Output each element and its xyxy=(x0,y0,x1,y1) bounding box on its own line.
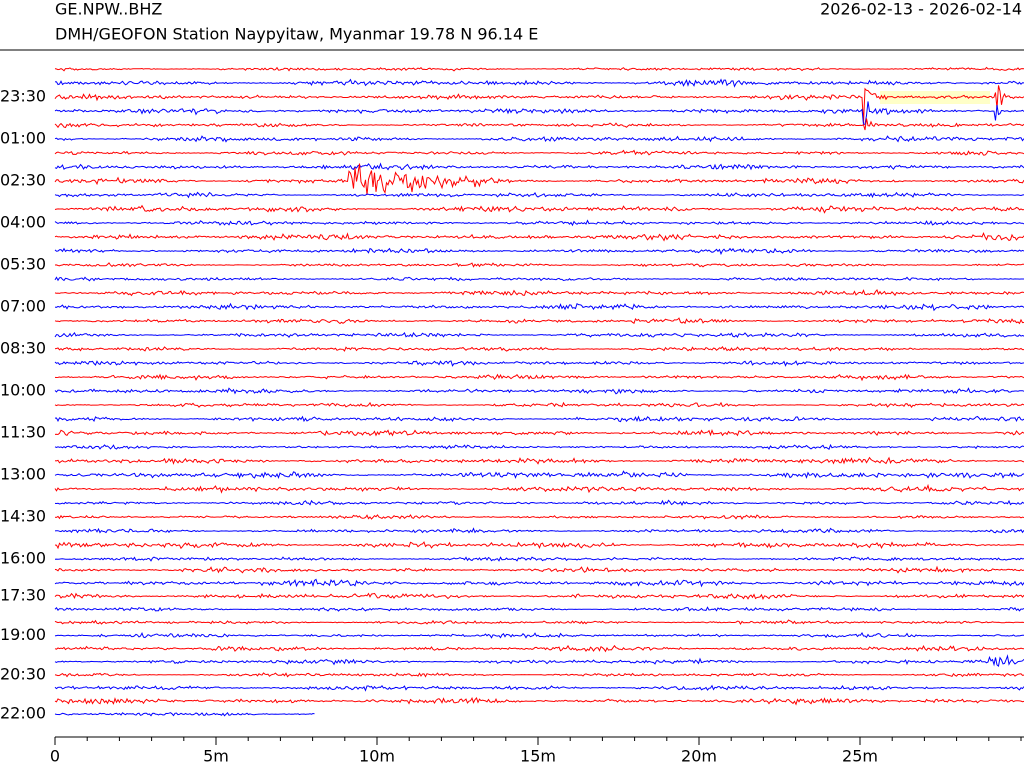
trace xyxy=(54,654,1024,668)
y-label: 04:00 xyxy=(0,213,46,232)
y-label: 20:30 xyxy=(0,664,46,683)
y-label: 01:00 xyxy=(0,129,46,148)
trace xyxy=(54,360,1024,367)
trace xyxy=(54,541,1024,550)
trace xyxy=(54,712,315,717)
y-label: 13:00 xyxy=(0,465,46,484)
y-label: 02:30 xyxy=(0,171,46,190)
trace xyxy=(54,565,1024,574)
y-label: 07:00 xyxy=(0,297,46,316)
station: GE.NPW..BHZ xyxy=(55,0,162,19)
trace xyxy=(54,78,1024,88)
x-tick-label: 20m xyxy=(681,747,717,766)
trace xyxy=(54,232,1024,242)
trace xyxy=(54,606,1024,612)
trace xyxy=(54,331,1024,339)
trace xyxy=(54,443,1024,450)
trace xyxy=(54,101,1024,125)
trace xyxy=(54,527,1024,534)
trace xyxy=(54,428,1024,437)
y-label: 05:30 xyxy=(0,255,46,274)
trace xyxy=(54,470,1024,480)
trace xyxy=(54,578,1024,588)
trace xyxy=(54,149,1024,156)
y-label: 11:30 xyxy=(0,423,46,442)
trace xyxy=(54,514,1024,520)
trace xyxy=(54,204,1024,214)
y-label: 08:30 xyxy=(0,339,46,358)
x-tick-label: 5m xyxy=(203,747,229,766)
trace xyxy=(54,191,1024,199)
description: DMH/GEOFON Station Naypyitaw, Myanmar 19… xyxy=(55,25,538,44)
trace xyxy=(54,302,1024,312)
trace xyxy=(54,684,1024,692)
x-tick-label: 0 xyxy=(50,747,60,766)
trace xyxy=(54,401,1024,408)
date-range: 2026-02-13 - 2026-02-14 xyxy=(820,0,1022,19)
y-label: 22:00 xyxy=(0,704,46,723)
trace xyxy=(54,289,1024,297)
trace xyxy=(54,162,1024,171)
trace xyxy=(54,373,1024,382)
trace xyxy=(54,619,1024,625)
trace xyxy=(54,387,1024,395)
trace xyxy=(54,276,1024,282)
y-label: 23:30 xyxy=(0,87,46,106)
x-tick-label: 15m xyxy=(520,747,556,766)
trace xyxy=(54,247,1024,256)
trace xyxy=(54,672,1024,678)
trace xyxy=(54,632,1024,639)
trace xyxy=(54,85,1024,124)
x-tick-label: 25m xyxy=(842,747,878,766)
trace xyxy=(54,135,1024,143)
trace xyxy=(54,697,1024,706)
y-label: 19:00 xyxy=(0,625,46,644)
trace xyxy=(54,345,1024,352)
trace xyxy=(54,415,1024,423)
trace xyxy=(54,66,1024,72)
trace xyxy=(54,456,1024,465)
trace xyxy=(54,556,1024,562)
trace xyxy=(54,262,1024,268)
y-label: 10:00 xyxy=(0,381,46,400)
trace xyxy=(54,499,1024,506)
trace xyxy=(54,483,1024,494)
y-label: 16:00 xyxy=(0,549,46,568)
y-label: 14:30 xyxy=(0,507,46,526)
trace xyxy=(54,163,1024,196)
trace xyxy=(54,592,1024,601)
y-label: 17:30 xyxy=(0,586,46,605)
trace xyxy=(54,118,1024,131)
trace xyxy=(54,219,1024,227)
trace xyxy=(54,644,1024,653)
trace xyxy=(54,317,1024,325)
x-tick-label: 10m xyxy=(359,747,395,766)
